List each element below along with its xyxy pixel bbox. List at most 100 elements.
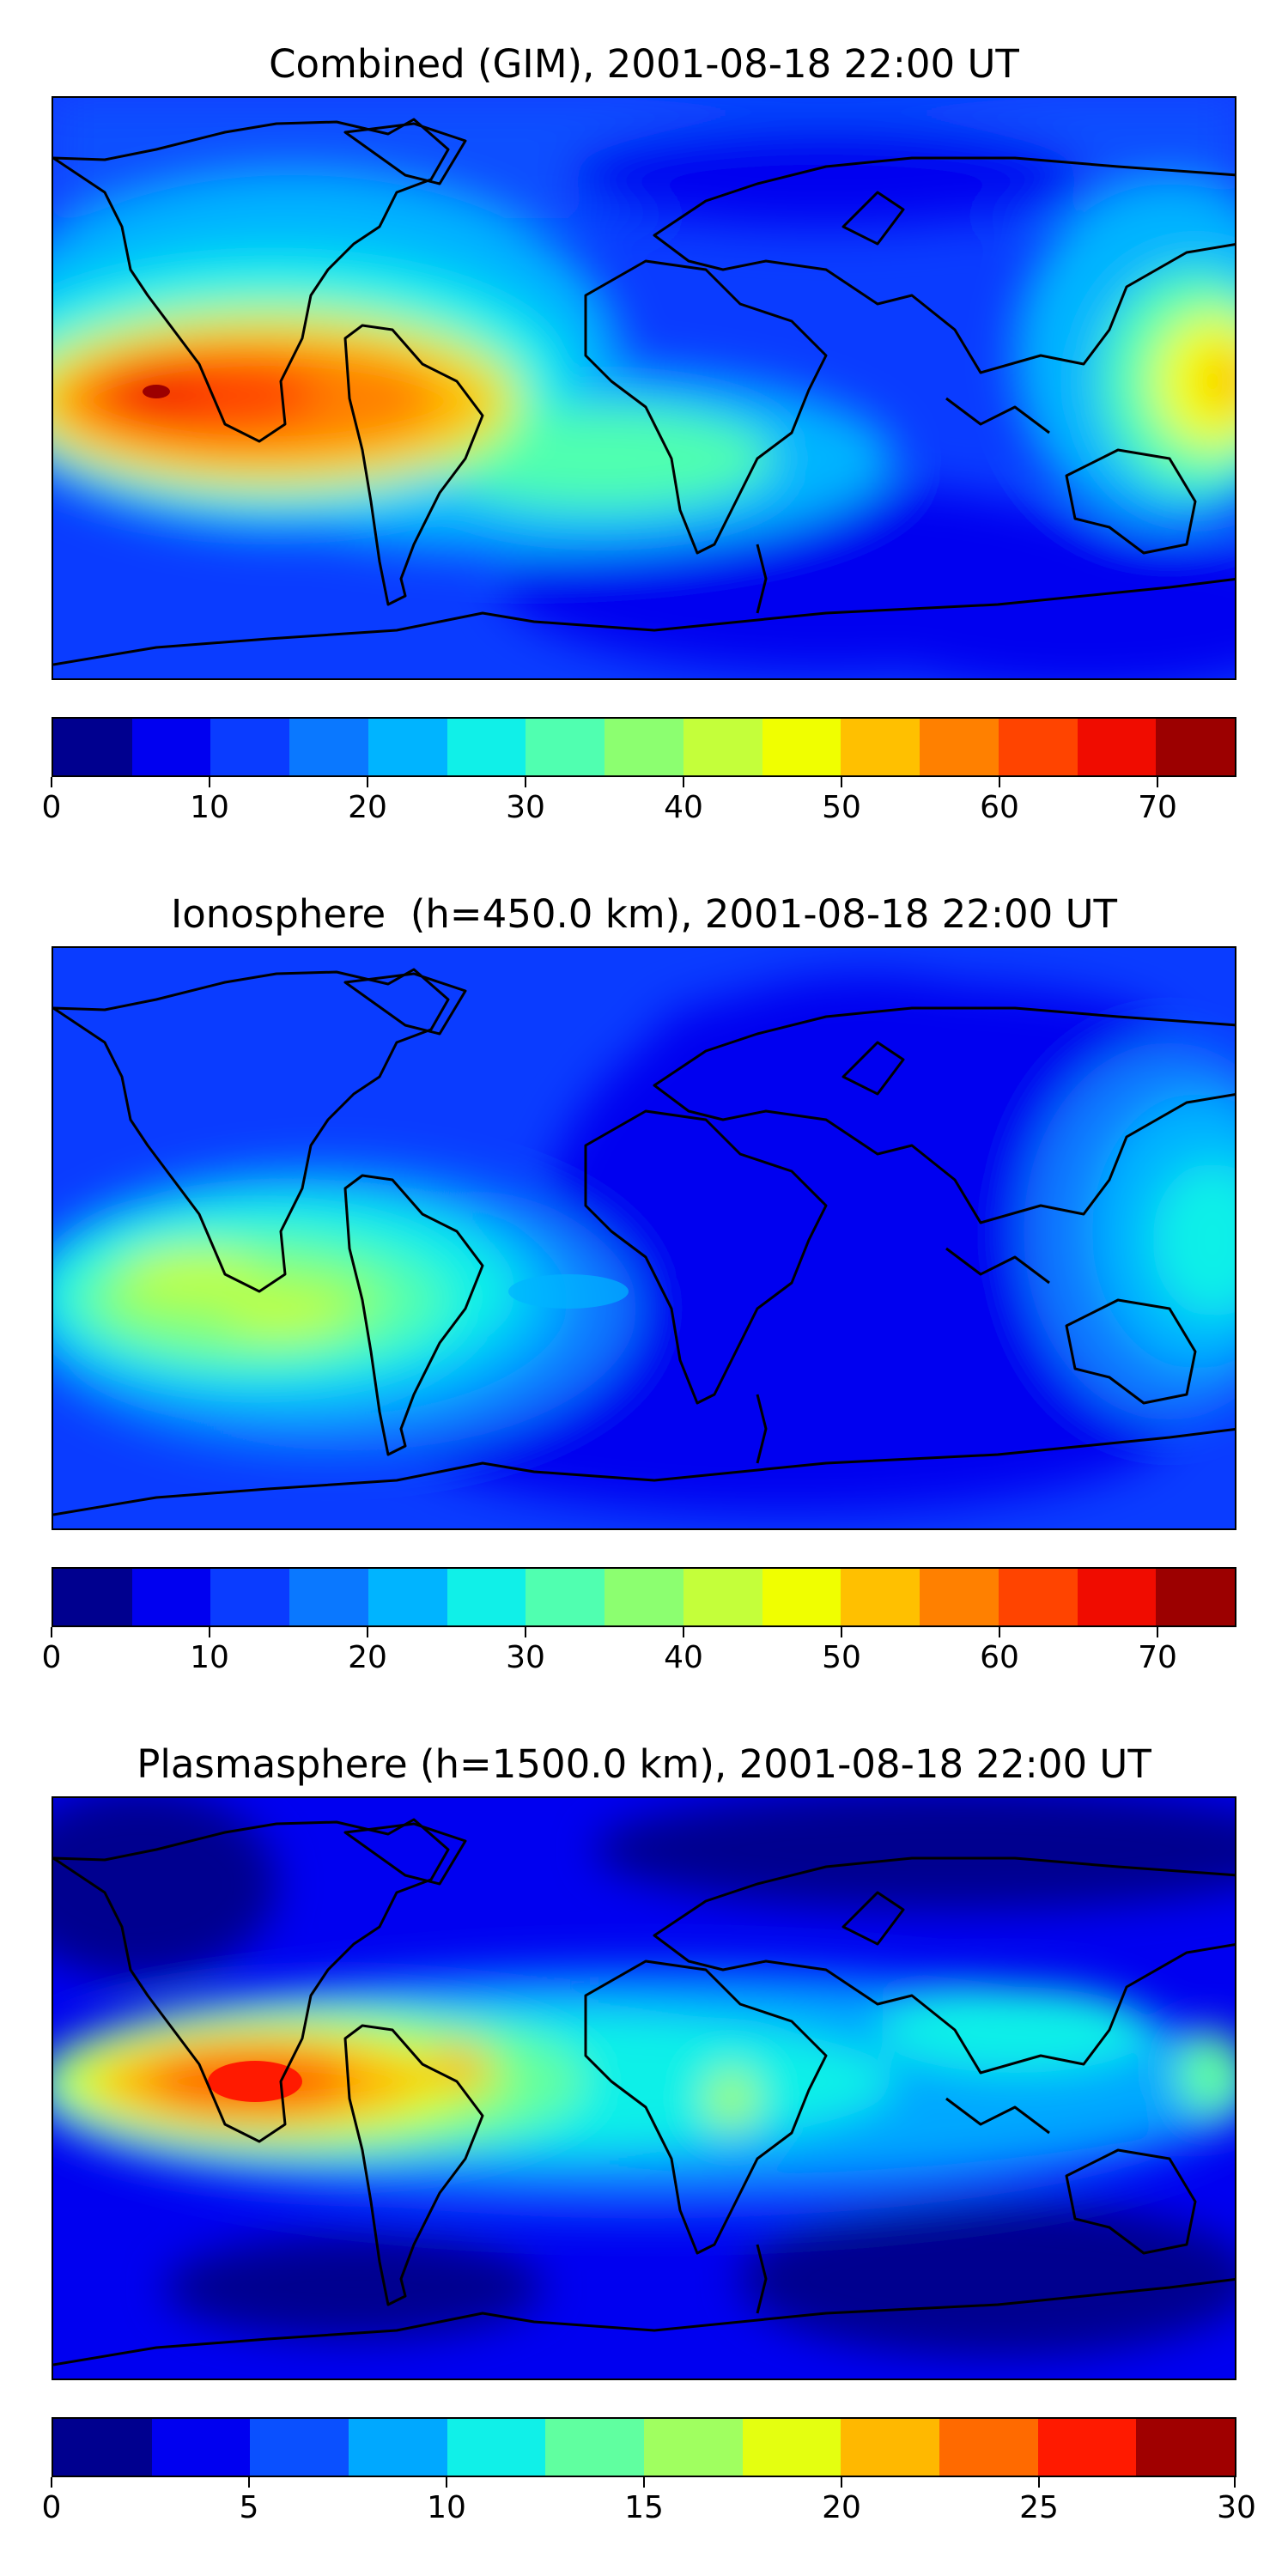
colorbar-tick: [999, 1627, 1000, 1637]
colorbar-tick: [367, 777, 368, 787]
colorbar-tick: [209, 1627, 210, 1637]
colorbar-tick-label: 5: [239, 2490, 259, 2525]
colorbar-segment: [447, 2419, 546, 2476]
colorbar-segment: [998, 719, 1078, 775]
colorbar-tick: [525, 1627, 526, 1637]
colorbar-tick-label: 10: [190, 790, 229, 825]
map-ionosphere: [52, 946, 1236, 1530]
colorbar-combined: [52, 717, 1236, 777]
tec-map-combined: [53, 98, 1235, 678]
colorbar-segment: [1077, 719, 1157, 775]
colorbar-tick-label: 25: [1019, 2490, 1059, 2525]
colorbar-segment: [289, 719, 368, 775]
colorbar-tick-label: 60: [980, 790, 1019, 825]
colorbar-segment: [683, 719, 762, 775]
colorbar-tick: [1157, 1627, 1158, 1637]
colorbar-segment: [210, 1569, 290, 1625]
colorbar-segment: [605, 719, 683, 775]
colorbar-tick: [999, 777, 1000, 787]
colorbar-segment: [841, 2419, 940, 2476]
colorbar-segment: [1037, 2419, 1137, 2476]
colorbar-tick: [51, 777, 52, 787]
colorbar-tick: [1157, 777, 1158, 787]
colorbar-tick: [51, 2477, 52, 2488]
colorbar-segment: [131, 1569, 211, 1625]
colorbar-tick-label: 60: [980, 1640, 1019, 1675]
tec-map-plasmasphere: [53, 1798, 1235, 2379]
colorbar-tick-label: 15: [624, 2490, 664, 2525]
colorbar-segment: [1156, 1569, 1236, 1625]
colorbar-ionosphere: [52, 1567, 1236, 1627]
colorbar-tick: [367, 1627, 368, 1637]
colorbar-segment: [447, 1569, 526, 1625]
colorbar-segment: [1156, 719, 1236, 775]
colorbar-tick: [446, 2477, 447, 2488]
colorbar-segment: [131, 719, 211, 775]
colorbar-segment: [53, 1569, 132, 1625]
colorbar-plasmasphere: [52, 2417, 1236, 2477]
colorbar-segment: [526, 719, 605, 775]
colorbar-tick-label: 70: [1138, 1640, 1177, 1675]
colorbar-segment: [349, 2419, 447, 2476]
colorbar-segment: [53, 719, 132, 775]
colorbar-segment: [289, 1569, 368, 1625]
map-plasmasphere: [52, 1796, 1236, 2380]
colorbar-tick-label: 20: [348, 790, 387, 825]
colorbar-tick: [841, 2477, 842, 2488]
colorbar-tick: [643, 2477, 645, 2488]
colorbar-tick-label: 10: [427, 2490, 466, 2525]
colorbar-tick-label: 20: [822, 2490, 861, 2525]
colorbar-segment: [841, 1569, 920, 1625]
colorbar-segment: [210, 719, 290, 775]
colorbar-segment: [683, 1569, 762, 1625]
colorbar-tick-label: 50: [822, 1640, 861, 1675]
colorbar-segment: [762, 719, 841, 775]
colorbar-tick-label: 30: [1217, 2490, 1256, 2525]
colorbar-tick: [683, 1627, 684, 1637]
colorbar-tick-label: 50: [822, 790, 861, 825]
colorbar-tick: [683, 777, 684, 787]
colorbar-tick-label: 10: [190, 1640, 229, 1675]
colorbar-segment: [998, 1569, 1078, 1625]
colorbar-tick: [841, 1627, 842, 1637]
colorbar-segment: [605, 1569, 683, 1625]
panel-title-ionosphere: Ionosphere (h=450.0 km), 2001-08-18 22:0…: [170, 891, 1118, 937]
colorbar-tick: [248, 2477, 250, 2488]
colorbar-segment: [368, 1569, 447, 1625]
colorbar-segment: [1077, 1569, 1157, 1625]
colorbar-tick-label: 0: [41, 2490, 62, 2525]
colorbar-tick: [841, 777, 842, 787]
tec-map-ionosphere: [53, 948, 1235, 1528]
colorbar-segment: [447, 719, 526, 775]
panel-title-plasmasphere: Plasmasphere (h=1500.0 km), 2001-08-18 2…: [137, 1741, 1151, 1787]
colorbar-tick: [1038, 2477, 1040, 2488]
colorbar-segment: [151, 2419, 251, 2476]
colorbar-segment: [368, 719, 447, 775]
colorbar-segment: [742, 2419, 841, 2476]
colorbar-tick: [209, 777, 210, 787]
colorbar-tick: [51, 1627, 52, 1637]
colorbar-segment: [644, 2419, 743, 2476]
colorbar-segment: [250, 2419, 349, 2476]
colorbar-tick-label: 30: [506, 1640, 545, 1675]
colorbar-segment: [1136, 2419, 1236, 2476]
colorbar-tick-label: 40: [664, 790, 703, 825]
colorbar-segment: [841, 719, 920, 775]
panel-title-combined: Combined (GIM), 2001-08-18 22:00 UT: [269, 41, 1019, 87]
colorbar-segment: [920, 1569, 999, 1625]
colorbar-segment: [53, 2419, 152, 2476]
map-combined: [52, 96, 1236, 680]
colorbar-tick-label: 40: [664, 1640, 703, 1675]
colorbar-tick-label: 0: [41, 1640, 62, 1675]
colorbar-tick-label: 30: [506, 790, 545, 825]
colorbar-tick-label: 70: [1138, 790, 1177, 825]
colorbar-segment: [939, 2419, 1038, 2476]
colorbar-segment: [526, 1569, 605, 1625]
colorbar-tick: [525, 777, 526, 787]
colorbar-tick-label: 20: [348, 1640, 387, 1675]
colorbar-tick-label: 0: [41, 790, 62, 825]
colorbar-segment: [762, 1569, 841, 1625]
colorbar-segment: [920, 719, 999, 775]
colorbar-tick: [1234, 2477, 1236, 2488]
colorbar-segment: [545, 2419, 645, 2476]
